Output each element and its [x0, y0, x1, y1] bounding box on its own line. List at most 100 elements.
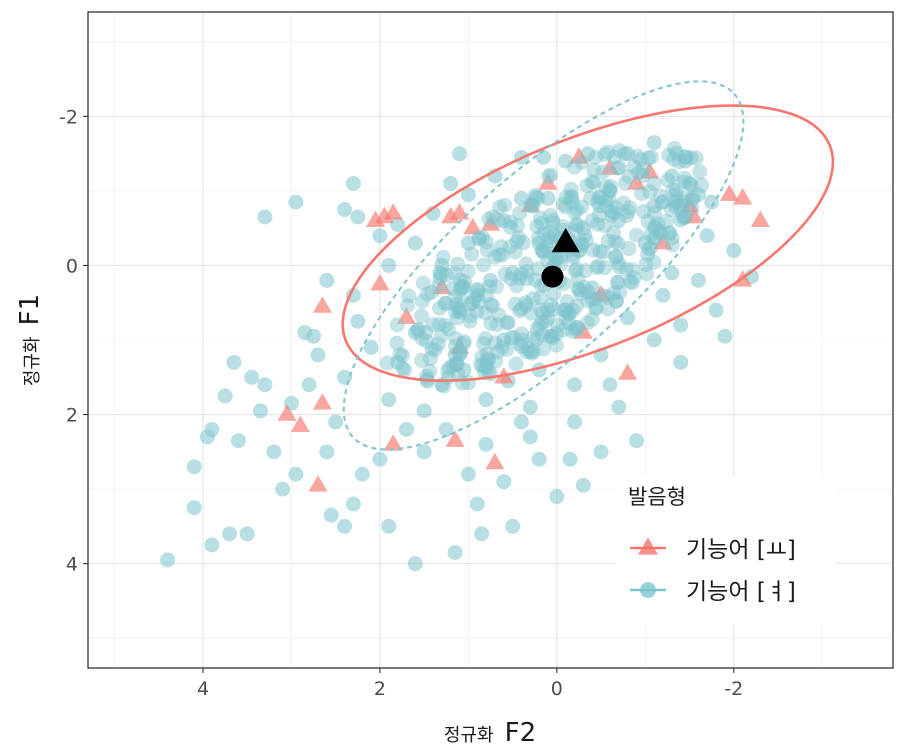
point-yeo	[424, 341, 440, 357]
point-yeo	[608, 294, 624, 310]
point-yeo	[400, 297, 416, 313]
point-yo	[569, 147, 589, 164]
point-yeo	[525, 198, 541, 214]
point-yeo	[717, 328, 733, 344]
point-yeo	[618, 261, 634, 277]
point-yeo	[550, 318, 566, 334]
point-yeo	[646, 175, 662, 191]
point-yo	[573, 322, 593, 339]
point-yeo	[569, 261, 585, 277]
point-yeo	[337, 369, 353, 385]
point-yeo	[628, 227, 644, 243]
point-yeo	[430, 336, 446, 352]
point-yeo	[572, 242, 588, 258]
point-yeo	[469, 281, 485, 297]
point-yeo	[577, 263, 593, 279]
y-tick-label: 2	[66, 405, 78, 427]
point-yeo	[186, 500, 202, 516]
point-yeo	[350, 313, 366, 329]
point-yeo	[531, 451, 547, 467]
point-yeo	[646, 230, 662, 246]
point-yeo	[453, 281, 469, 297]
point-yeo	[692, 164, 708, 180]
point-yeo	[585, 242, 601, 258]
point-yeo	[461, 375, 477, 391]
point-yo	[445, 430, 465, 447]
point-yeo	[452, 272, 468, 288]
point-yeo	[522, 399, 538, 415]
point-yeo	[580, 293, 596, 309]
point-yo	[432, 277, 452, 295]
x-tick-label: -2	[724, 678, 743, 700]
point-yeo	[607, 249, 623, 265]
point-yeo	[401, 288, 417, 304]
point-yeo	[569, 202, 585, 218]
point-yeo	[568, 322, 584, 338]
point-yeo	[611, 160, 627, 176]
point-yeo	[407, 325, 423, 341]
point-yeo	[415, 275, 431, 291]
point-yeo	[494, 247, 510, 263]
point-yeo	[588, 301, 604, 317]
point-yeo	[456, 334, 472, 350]
y-axis-title-prefix: 정규화	[22, 336, 43, 386]
point-yeo	[345, 496, 361, 512]
point-yeo	[621, 168, 637, 184]
legend-key-circle	[640, 582, 656, 598]
point-yeo	[319, 272, 335, 288]
point-yeo	[478, 359, 494, 375]
point-yeo	[569, 320, 585, 336]
point-yeo	[474, 229, 490, 245]
point-yeo	[493, 239, 509, 255]
point-yeo	[628, 433, 644, 449]
point-yeo	[610, 236, 626, 252]
point-yeo	[547, 228, 563, 244]
point-yeo	[595, 164, 611, 180]
point-yeo	[545, 212, 561, 228]
point-yeo	[666, 151, 682, 167]
point-yeo	[555, 196, 571, 212]
point-yeo	[607, 234, 623, 250]
point-yeo	[615, 195, 631, 211]
point-yeo	[487, 249, 503, 265]
point-yeo	[440, 363, 456, 379]
point-yeo	[664, 265, 680, 281]
point-yeo	[266, 444, 282, 460]
legend-label: 기능어 [ㅛ]	[686, 537, 796, 563]
point-yeo	[457, 274, 473, 290]
point-yeo	[650, 216, 666, 232]
point-yeo	[160, 552, 176, 568]
point-yeo	[677, 190, 693, 206]
point-yeo	[422, 363, 438, 379]
point-yeo	[301, 377, 317, 393]
x-axis-title-main: F2	[505, 718, 537, 748]
point-yeo	[609, 274, 625, 290]
point-yeo	[452, 146, 468, 162]
point-yeo	[253, 403, 268, 419]
point-yeo	[556, 302, 572, 318]
point-yeo	[345, 175, 361, 191]
point-yeo	[690, 272, 706, 288]
point-yeo	[490, 212, 506, 228]
point-yeo	[512, 303, 528, 319]
point-yeo	[606, 149, 622, 165]
point-yeo	[540, 253, 556, 269]
point-yeo	[520, 340, 536, 356]
point-yeo	[478, 358, 494, 374]
point-yeo	[363, 339, 379, 355]
point-yeo	[244, 369, 260, 385]
point-yeo	[667, 187, 683, 203]
point-yeo	[562, 306, 578, 322]
point-yeo	[230, 433, 246, 449]
point-yeo	[593, 189, 609, 205]
point-yeo	[489, 317, 505, 333]
point-yeo	[416, 403, 432, 419]
point-yeo	[533, 290, 549, 306]
point-yeo	[584, 174, 600, 190]
point-yeo	[496, 332, 512, 348]
point-yeo	[565, 249, 581, 265]
point-yeo	[568, 298, 584, 314]
point-yeo	[535, 244, 551, 260]
point-yeo	[677, 149, 693, 165]
point-yeo	[483, 315, 499, 331]
